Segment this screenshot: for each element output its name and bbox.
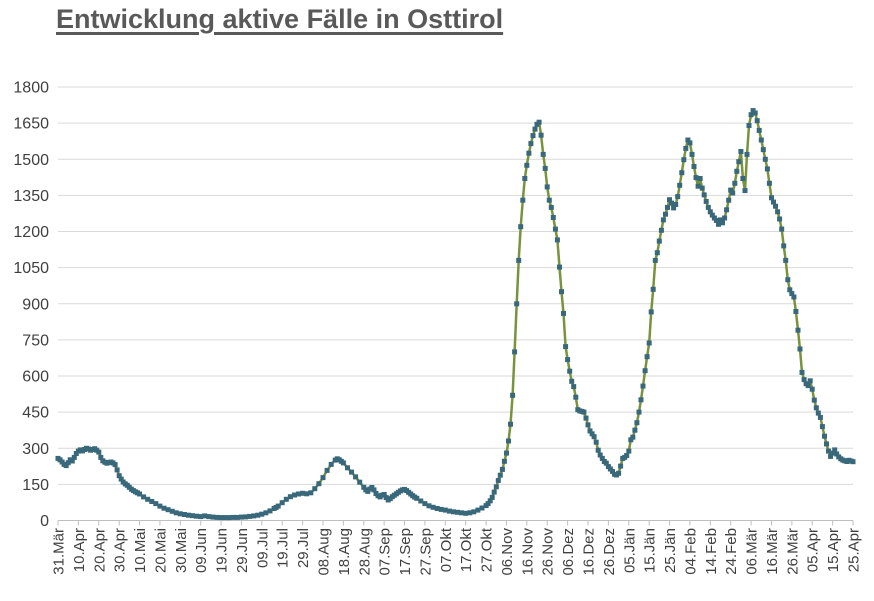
svg-text:17.Sep: 17.Sep	[397, 528, 414, 576]
svg-text:19.Jun: 19.Jun	[214, 528, 231, 573]
y-axis-labels: 0 150 300 450 600 750 900 1050 1200 1350 1500 1650 1…	[13, 80, 49, 531]
svg-text:1650: 1650	[13, 116, 49, 133]
svg-text:27.Okt: 27.Okt	[479, 527, 496, 572]
svg-text:1800: 1800	[13, 80, 49, 97]
svg-text:28.Aug: 28.Aug	[356, 528, 373, 576]
svg-text:450: 450	[22, 405, 49, 422]
x-axis	[57, 520, 854, 526]
svg-text:150: 150	[22, 477, 49, 494]
svg-text:1350: 1350	[13, 188, 49, 205]
svg-text:31.Mär: 31.Mär	[51, 528, 68, 575]
svg-text:07.Okt: 07.Okt	[438, 527, 455, 572]
svg-text:05.Jän: 05.Jän	[621, 528, 638, 573]
svg-text:08.Aug: 08.Aug	[316, 528, 333, 576]
svg-text:29.Jul: 29.Jul	[295, 528, 312, 568]
svg-text:26.Nov: 26.Nov	[540, 528, 557, 576]
svg-text:750: 750	[22, 332, 49, 349]
svg-text:18.Aug: 18.Aug	[336, 528, 353, 576]
svg-text:900: 900	[22, 296, 49, 313]
svg-text:06.Mär: 06.Mär	[744, 528, 761, 575]
data-markers	[55, 108, 856, 521]
svg-text:05.Apr: 05.Apr	[805, 528, 822, 572]
svg-text:15.Jän: 15.Jän	[642, 528, 659, 573]
svg-text:300: 300	[22, 441, 49, 458]
x-axis-labels: 31.Mär 10.Apr 20.Apr 30.Apr 10.Mai 20.Mai 30.M…	[51, 527, 863, 575]
svg-text:07.Sep: 07.Sep	[377, 528, 394, 576]
svg-text:1200: 1200	[13, 224, 49, 241]
svg-text:15.Apr: 15.Apr	[825, 528, 842, 572]
gridlines	[58, 86, 853, 485]
svg-text:14.Feb: 14.Feb	[703, 528, 720, 575]
svg-text:30.Mai: 30.Mai	[173, 528, 190, 573]
svg-text:30.Apr: 30.Apr	[112, 528, 129, 572]
svg-text:600: 600	[22, 369, 49, 386]
svg-text:16.Mär: 16.Mär	[764, 528, 781, 575]
svg-text:09.Jul: 09.Jul	[254, 528, 271, 568]
svg-text:26.Dez: 26.Dez	[601, 528, 618, 576]
svg-text:16.Nov: 16.Nov	[519, 528, 536, 576]
svg-text:09.Jun: 09.Jun	[193, 528, 210, 573]
svg-text:06.Nov: 06.Nov	[499, 528, 516, 576]
svg-text:17.Okt: 17.Okt	[458, 527, 475, 572]
svg-text:27.Sep: 27.Sep	[417, 528, 434, 576]
svg-text:26.Mär: 26.Mär	[784, 528, 801, 575]
svg-text:25.Jän: 25.Jän	[662, 528, 679, 573]
svg-text:25.Apr: 25.Apr	[846, 528, 863, 572]
chart-title: Entwicklung aktive Fälle in Osttirol	[56, 4, 504, 34]
svg-text:29.Jun: 29.Jun	[234, 528, 251, 573]
svg-text:06.Dez: 06.Dez	[560, 528, 577, 576]
data-line	[57, 109, 854, 519]
svg-text:20.Mai: 20.Mai	[152, 528, 169, 573]
svg-text:20.Apr: 20.Apr	[91, 528, 108, 572]
svg-text:16.Dez: 16.Dez	[581, 528, 598, 576]
svg-text:10.Mai: 10.Mai	[132, 528, 149, 573]
svg-text:10.Apr: 10.Apr	[71, 528, 88, 572]
svg-text:24.Feb: 24.Feb	[723, 528, 740, 575]
svg-text:1050: 1050	[13, 260, 49, 277]
svg-text:0: 0	[40, 513, 49, 530]
svg-text:19.Jul: 19.Jul	[275, 528, 292, 568]
svg-text:04.Feb: 04.Feb	[682, 528, 699, 575]
svg-text:1500: 1500	[13, 152, 49, 169]
